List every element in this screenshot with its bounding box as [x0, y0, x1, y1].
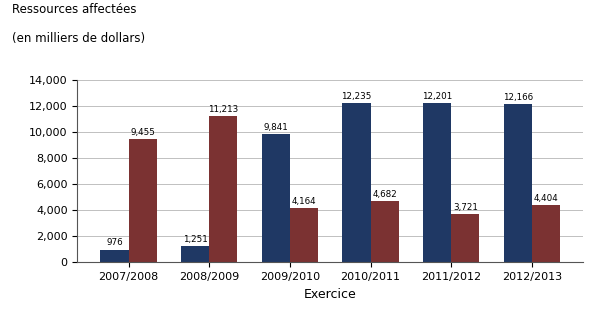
- Text: 12,201: 12,201: [422, 92, 452, 101]
- Bar: [262, 134, 290, 262]
- Text: 12,235: 12,235: [342, 92, 372, 101]
- Text: (en milliers de dollars): (en milliers de dollars): [12, 32, 145, 45]
- Text: 4,404: 4,404: [534, 194, 558, 203]
- Bar: [181, 246, 209, 262]
- Text: 4,164: 4,164: [292, 197, 317, 206]
- Text: 4,682: 4,682: [372, 190, 397, 199]
- Bar: [342, 103, 371, 262]
- Text: 11,213: 11,213: [208, 105, 239, 114]
- Bar: [209, 116, 237, 262]
- Text: 1,251: 1,251: [183, 235, 208, 244]
- Text: 976: 976: [106, 238, 123, 247]
- Text: 9,455: 9,455: [130, 128, 155, 137]
- Bar: [129, 139, 157, 262]
- Bar: [101, 250, 129, 262]
- Text: 12,166: 12,166: [503, 92, 533, 101]
- Text: 3,721: 3,721: [453, 203, 478, 212]
- Text: Ressources affectées: Ressources affectées: [12, 3, 136, 16]
- Bar: [451, 214, 480, 262]
- Text: 9,841: 9,841: [264, 123, 288, 132]
- Bar: [503, 104, 532, 262]
- X-axis label: Exercice: Exercice: [304, 288, 356, 301]
- Bar: [371, 201, 399, 262]
- Bar: [532, 205, 560, 262]
- Bar: [290, 208, 318, 262]
- Bar: [423, 103, 451, 262]
